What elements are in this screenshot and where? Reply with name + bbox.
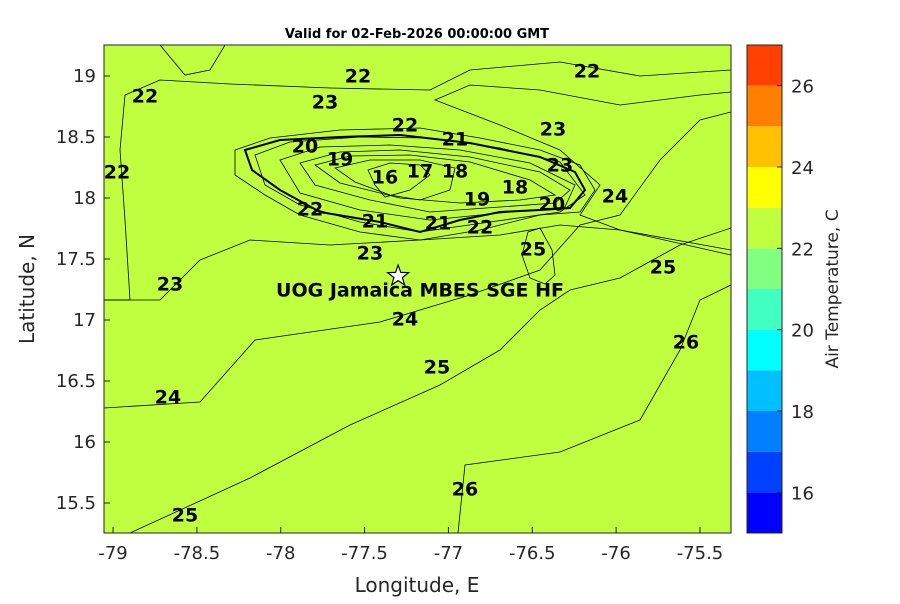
colorbar-swatch	[747, 492, 782, 533]
y-tick-label: 18	[73, 188, 96, 209]
band-25-26-islet	[521, 227, 556, 285]
contour-label: 18	[442, 161, 468, 183]
colorbar-swatch	[747, 248, 782, 289]
contour-label: 18	[502, 177, 528, 199]
band-18-19	[299, 149, 571, 213]
colorbar-tick-label: 18	[791, 402, 814, 423]
y-tick-label: 16.5	[56, 371, 96, 392]
contour-label: 22	[392, 115, 418, 137]
band-21-22-island	[234, 127, 596, 241]
colorbar-label: Air Temperature, C	[823, 209, 843, 368]
x-tick-label: -76.5	[509, 543, 556, 564]
x-axis-ticks: -79 -78.5 -78 -77.5 -77 -76.5 -76 -75.5	[98, 527, 723, 564]
contour-label: 25	[424, 357, 450, 379]
colorbar-swatch	[747, 45, 782, 86]
colorbar-swatch	[747, 126, 782, 167]
contour-label: 22	[345, 66, 371, 88]
colorbar-swatch	[747, 289, 782, 330]
station-label: UOG Jamaica MBES SGE HF	[276, 280, 564, 302]
contour-label: 22	[297, 199, 323, 221]
contour-label: 20	[539, 194, 565, 216]
x-tick-label: -77	[434, 543, 463, 564]
band-26-27	[457, 284, 731, 533]
colorbar: 16 18 20 22 24 26	[746, 44, 814, 534]
band-19-20	[279, 144, 576, 221]
station-marker	[386, 263, 411, 287]
band-17-18	[314, 154, 557, 204]
colorbar-swatch	[747, 370, 782, 411]
contour-label: 22	[574, 61, 600, 83]
colorbar-tick-label: 22	[791, 239, 814, 260]
band-23-24-south	[104, 224, 731, 533]
contour-label: 20	[292, 136, 318, 158]
y-tick-label: 16	[73, 432, 96, 453]
contour-label: 19	[464, 189, 490, 211]
contour-label: 25	[650, 257, 676, 279]
colorbar-swatch	[747, 85, 782, 127]
coastline	[243, 133, 587, 234]
contour-label: 23	[540, 119, 566, 141]
x-tick-label: -76	[601, 543, 630, 564]
colorbar-swatch	[747, 207, 782, 249]
y-tick-label: 17	[73, 310, 96, 331]
contour-fills	[104, 45, 731, 533]
colorbar-swatch	[747, 411, 782, 452]
band-21-22-top	[104, 45, 731, 301]
band-24-25	[104, 111, 731, 533]
y-axis-label: Latitude, N	[15, 234, 39, 344]
colorbar-tick-label: 26	[791, 77, 814, 98]
contour-labels: 22 22 22 23 23 22 21 20 19 16 17 18 23 2…	[104, 61, 699, 527]
y-axis-ticks: 15.5 16 16.5 17 17.5 18 18.5 19	[56, 66, 110, 514]
contour-label: 26	[452, 479, 478, 501]
band-16-17	[334, 159, 456, 201]
contour-label: 21	[425, 213, 451, 235]
contour-label: 25	[520, 239, 546, 261]
contour-label: 24	[392, 309, 418, 331]
chart-title: Valid for 02-Feb-2026 00:00:00 GMT	[285, 27, 549, 42]
colorbar-swatch	[747, 167, 782, 208]
x-tick-label: -79	[98, 543, 127, 564]
contour-label: 26	[673, 332, 699, 354]
y-tick-label: 18.5	[56, 127, 96, 148]
contour-label: 24	[602, 186, 628, 208]
band-23-24-north	[433, 84, 731, 251]
x-tick-label: -78.5	[174, 543, 221, 564]
contour-label: 24	[155, 387, 181, 409]
contour-label: 17	[407, 161, 433, 183]
contour-label: 22	[132, 86, 158, 108]
colorbar-frame	[746, 44, 783, 534]
x-axis-label: Longitude, E	[355, 573, 480, 597]
colorbar-swatch	[747, 329, 782, 371]
contour-label: 23	[157, 274, 183, 296]
band-15-16	[367, 162, 431, 198]
colorbar-tick-label: 20	[791, 321, 814, 342]
band-25-26	[129, 227, 731, 533]
colorbar-tick-label: 16	[791, 483, 814, 504]
colorbar-tick-label: 24	[791, 158, 814, 179]
x-tick-label: -78	[266, 543, 295, 564]
contour-label: 23	[312, 92, 338, 114]
contour-label: 21	[442, 129, 468, 151]
x-tick-label: -77.5	[341, 543, 388, 564]
band-22-23	[104, 45, 731, 533]
contour-label: 23	[357, 243, 383, 265]
colorbar-swatch	[747, 451, 782, 493]
contour-label: 22	[467, 217, 493, 239]
contour-label: 19	[327, 149, 353, 171]
x-tick-label: -75.5	[677, 543, 724, 564]
band-20-21-top	[159, 45, 226, 76]
contour-label: 21	[362, 211, 388, 233]
y-tick-label: 17.5	[56, 249, 96, 270]
star-icon	[386, 263, 411, 287]
contour-label: 23	[547, 155, 573, 177]
contour-label: 25	[172, 505, 198, 527]
y-tick-label: 15.5	[56, 493, 96, 514]
contour-label: 16	[372, 167, 398, 189]
contour-label: 22	[104, 162, 130, 184]
plot-frame	[103, 44, 732, 534]
y-tick-label: 19	[73, 66, 96, 87]
